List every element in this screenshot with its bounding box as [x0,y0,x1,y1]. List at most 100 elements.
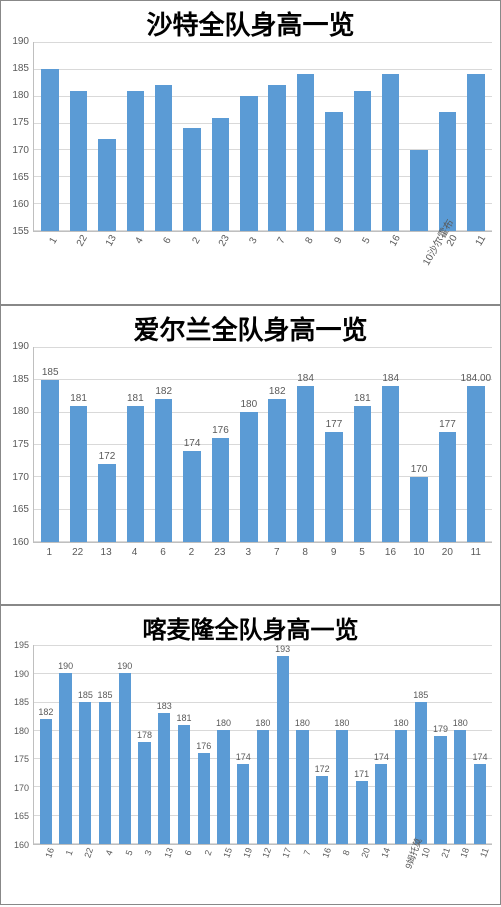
x-tick-label: 12 [253,845,273,887]
bar [64,42,92,231]
bar: 178 [135,645,155,844]
x-tick-label: 22 [63,543,91,563]
bar-rect [467,386,485,542]
bar: 183 [154,645,174,844]
x-tick-label: 10沙尔霍布 [405,232,433,286]
x-tick-label: 9姆托莫 [391,845,411,887]
bar-value-label: 172 [99,452,116,462]
x-tick-label: 10 [405,543,433,563]
bar [150,42,178,231]
bar-value-label: 177 [439,420,456,430]
bar-value-label: 185 [413,691,428,700]
bar: 185 [411,645,431,844]
bar-rect [434,736,446,844]
bar-rect [268,399,286,542]
chart-title: 沙特全队身高一览 [1,1,500,42]
bar-value-label: 178 [137,731,152,740]
bar: 184.00 [462,347,490,542]
bar: 181 [348,347,376,542]
bar: 174 [470,645,490,844]
x-tick-label: 2 [193,845,213,887]
bar-rect [415,702,427,844]
bar [263,42,291,231]
x-tick-label: 5 [348,543,376,563]
bar-rect [410,477,428,542]
bar-rect [183,128,201,231]
bar-value-label: 183 [157,702,172,711]
bar-value-label: 180 [240,400,257,410]
plot-area: 1851811721811821741761801821841771811841… [33,347,492,543]
x-tick-label: 1 [55,845,75,887]
bar-value-label: 182 [38,708,53,717]
bar-rect [382,386,400,542]
chart-panel: 沙特全队身高一览15516016517017518018519012213462… [0,0,501,305]
bar: 177 [320,347,348,542]
bar [93,42,121,231]
bar-rect [198,753,210,844]
bar-rect [354,91,372,231]
x-tick-label: 15 [213,845,233,887]
x-tick-label: 6 [173,845,193,887]
bar [178,42,206,231]
x-tick-label: 22 [75,845,95,887]
bar-value-label: 185 [98,691,113,700]
bar-value-label: 181 [127,394,144,404]
bar-value-label: 181 [354,394,371,404]
y-axis: 160165170175180185190195 [5,645,33,845]
bar-rect [237,764,249,844]
x-tick-label: 13 [154,845,174,887]
x-tick-label: 3 [234,543,262,563]
bar-value-label: 184 [297,374,314,384]
bar-value-label: 180 [216,719,231,728]
bar: 174 [233,645,253,844]
x-tick-label: 20 [433,543,461,563]
bar: 181 [121,347,149,542]
x-tick-label: 23 [206,232,234,286]
bar-rect [155,399,173,542]
bar-rect [325,112,343,231]
bar: 182 [263,347,291,542]
bar [405,42,433,231]
bar-rect [356,781,368,844]
bar-rect [178,725,190,844]
bar-rect [297,74,315,231]
bar-rect [296,730,308,844]
bar-value-label: 176 [196,742,211,751]
x-tick-label: 7 [263,543,291,563]
x-tick-label: 17 [272,845,292,887]
bar-rect [395,730,407,844]
bar-rect [375,764,387,844]
bar-value-label: 176 [212,426,229,436]
bar: 181 [174,645,194,844]
bar-value-label: 174 [236,753,251,762]
bars-container: 1851811721811821741761801821841771811841… [34,347,492,542]
bar [291,42,319,231]
bar-rect [240,412,258,542]
bar: 180 [235,347,263,542]
bar: 184 [291,347,319,542]
x-tick-label: 23 [206,543,234,563]
bar-rect [183,451,201,542]
bar-rect [41,380,59,543]
bar-rect [70,91,88,231]
bar-value-label: 180 [394,719,409,728]
bar-value-label: 193 [275,645,290,654]
bar [348,42,376,231]
bar: 190 [56,645,76,844]
x-tick-label: 22 [63,232,91,286]
bar: 172 [93,347,121,542]
bar: 176 [194,645,214,844]
x-tick-label: 16 [312,845,332,887]
bar-value-label: 182 [155,387,172,397]
bar: 170 [405,347,433,542]
y-axis: 155160165170175180185190 [5,42,33,232]
x-tick-label: 21 [431,845,451,887]
bar-rect [325,432,343,543]
bar-rect [382,74,400,231]
bar [462,42,490,231]
bar-rect [217,730,229,844]
bar-rect [336,730,348,844]
bar-value-label: 180 [453,719,468,728]
x-tick-label: 8 [291,232,319,286]
x-tick-label: 11 [462,232,490,286]
